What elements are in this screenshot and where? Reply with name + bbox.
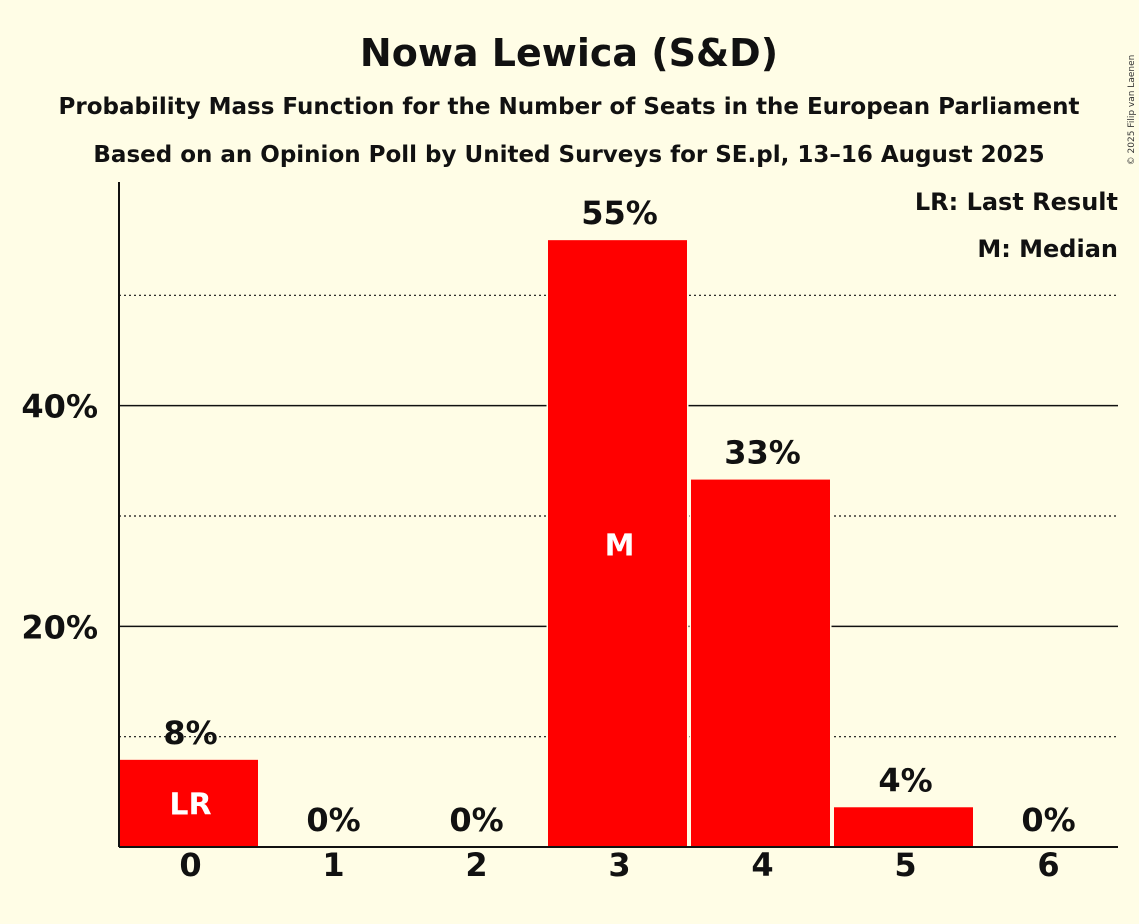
bar-value-label: 0% [306, 801, 360, 839]
x-tick-label: 4 [751, 846, 773, 884]
x-tick-label: 0 [179, 846, 201, 884]
bar-value-label: 33% [724, 434, 801, 472]
chart-subtitle-source: Based on an Opinion Poll by United Surve… [93, 142, 1044, 168]
bar [548, 240, 687, 847]
axes [118, 182, 1118, 848]
bar-marker-label: LR [169, 787, 211, 822]
x-tick-label: 1 [322, 846, 344, 884]
chart-subtitle: Probability Mass Function for the Number… [59, 94, 1080, 120]
bar-value-label: 55% [581, 194, 658, 232]
bar-value-label: 0% [449, 801, 503, 839]
bar-value-label: 0% [1021, 801, 1075, 839]
copyright-note: © 2025 Filip van Laenen [1127, 55, 1137, 166]
chart-title: Nowa Lewica (S&D) [360, 31, 778, 75]
bar-value-label: 8% [163, 714, 217, 752]
bar [834, 807, 973, 847]
y-tick-label: 20% [21, 608, 98, 646]
bars [117, 237, 975, 847]
x-tick-label: 6 [1037, 846, 1059, 884]
legend-median: M: Median [977, 235, 1118, 263]
x-tick-label: 5 [894, 846, 916, 884]
legend-last-result: LR: Last Result [915, 188, 1118, 216]
data-labels: 8% 0 0% 1 0% 2 55% 3 33% 4 4% 5 0% 6 LR M [163, 194, 1075, 884]
bar-value-label: 4% [878, 761, 932, 799]
x-tick-label: 2 [465, 846, 487, 884]
bar [119, 759, 258, 847]
bar-marker-label: M [605, 529, 635, 564]
y-tick-label: 40% [21, 388, 98, 426]
bar [691, 479, 830, 847]
x-tick-label: 3 [608, 846, 630, 884]
